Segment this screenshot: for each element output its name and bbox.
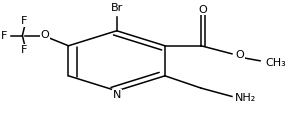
Text: NH₂: NH₂ [235, 93, 256, 103]
Text: N: N [113, 90, 121, 100]
Text: O: O [199, 5, 207, 15]
Text: F: F [21, 45, 28, 55]
Text: F: F [21, 16, 28, 26]
Text: O: O [235, 50, 244, 60]
Text: Br: Br [111, 3, 123, 13]
Text: F: F [1, 30, 8, 41]
Text: CH₃: CH₃ [266, 58, 286, 68]
Text: O: O [41, 30, 50, 40]
